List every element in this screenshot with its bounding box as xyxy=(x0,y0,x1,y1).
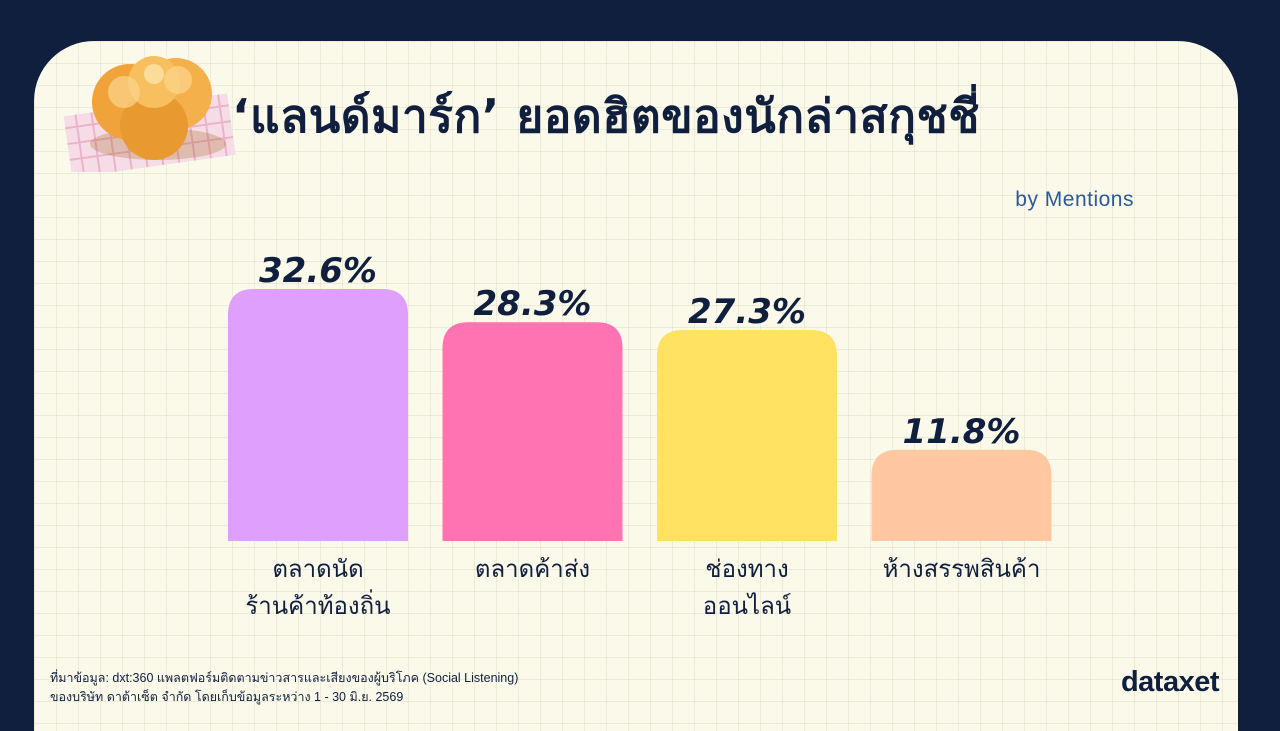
bar xyxy=(228,289,408,541)
category-label: ตลาดค้าส่ง xyxy=(475,555,590,583)
bar xyxy=(871,449,1052,541)
data-label: 28.3% xyxy=(474,284,592,324)
category-label: ห้างสรรพสินค้า xyxy=(883,555,1041,583)
category-label: ตลาดนัด xyxy=(272,555,363,583)
chart-subtitle: by Mentions xyxy=(1015,188,1134,211)
category-label: ออนไลน์ xyxy=(703,592,792,620)
source-line-1: ที่มาข้อมูล: dxt:360 แพลตฟอร์มติดตามข่าว… xyxy=(50,671,519,685)
category-label: ช่องทาง xyxy=(705,555,788,583)
bar xyxy=(442,322,623,541)
chart-card xyxy=(34,41,1238,731)
chart-title: ‘แลนด์มาร์ก’ ยอดฮิตของนักล่าสกุชชี่ xyxy=(232,89,980,143)
data-label: 27.3% xyxy=(688,292,806,332)
source-line-2: ของบริษัท ดาต้าเซ็ต จำกัด โดยเก็บข้อมูลร… xyxy=(50,690,404,704)
data-label: 32.6% xyxy=(259,251,377,291)
bread-bun-illustration xyxy=(63,56,236,172)
brand-logo: dataxet xyxy=(1120,666,1220,698)
data-source-note: ที่มาข้อมูล: dxt:360 แพลตฟอร์มติดตามข่าว… xyxy=(50,669,518,707)
data-label: 11.8% xyxy=(903,412,1021,452)
bar xyxy=(657,329,837,541)
category-label: ร้านค้าท้องถิ่น xyxy=(245,589,390,620)
